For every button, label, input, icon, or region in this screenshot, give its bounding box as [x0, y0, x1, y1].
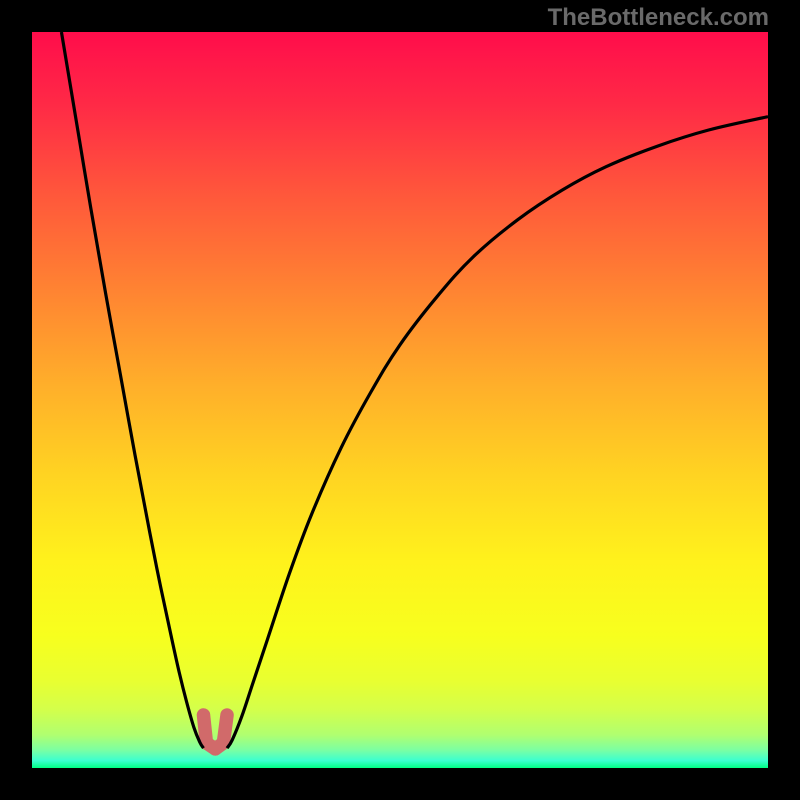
plot-area	[32, 32, 768, 768]
chart-container: TheBottleneck.com	[0, 0, 800, 800]
watermark-text: TheBottleneck.com	[548, 4, 769, 32]
heatmap-background	[32, 32, 768, 768]
